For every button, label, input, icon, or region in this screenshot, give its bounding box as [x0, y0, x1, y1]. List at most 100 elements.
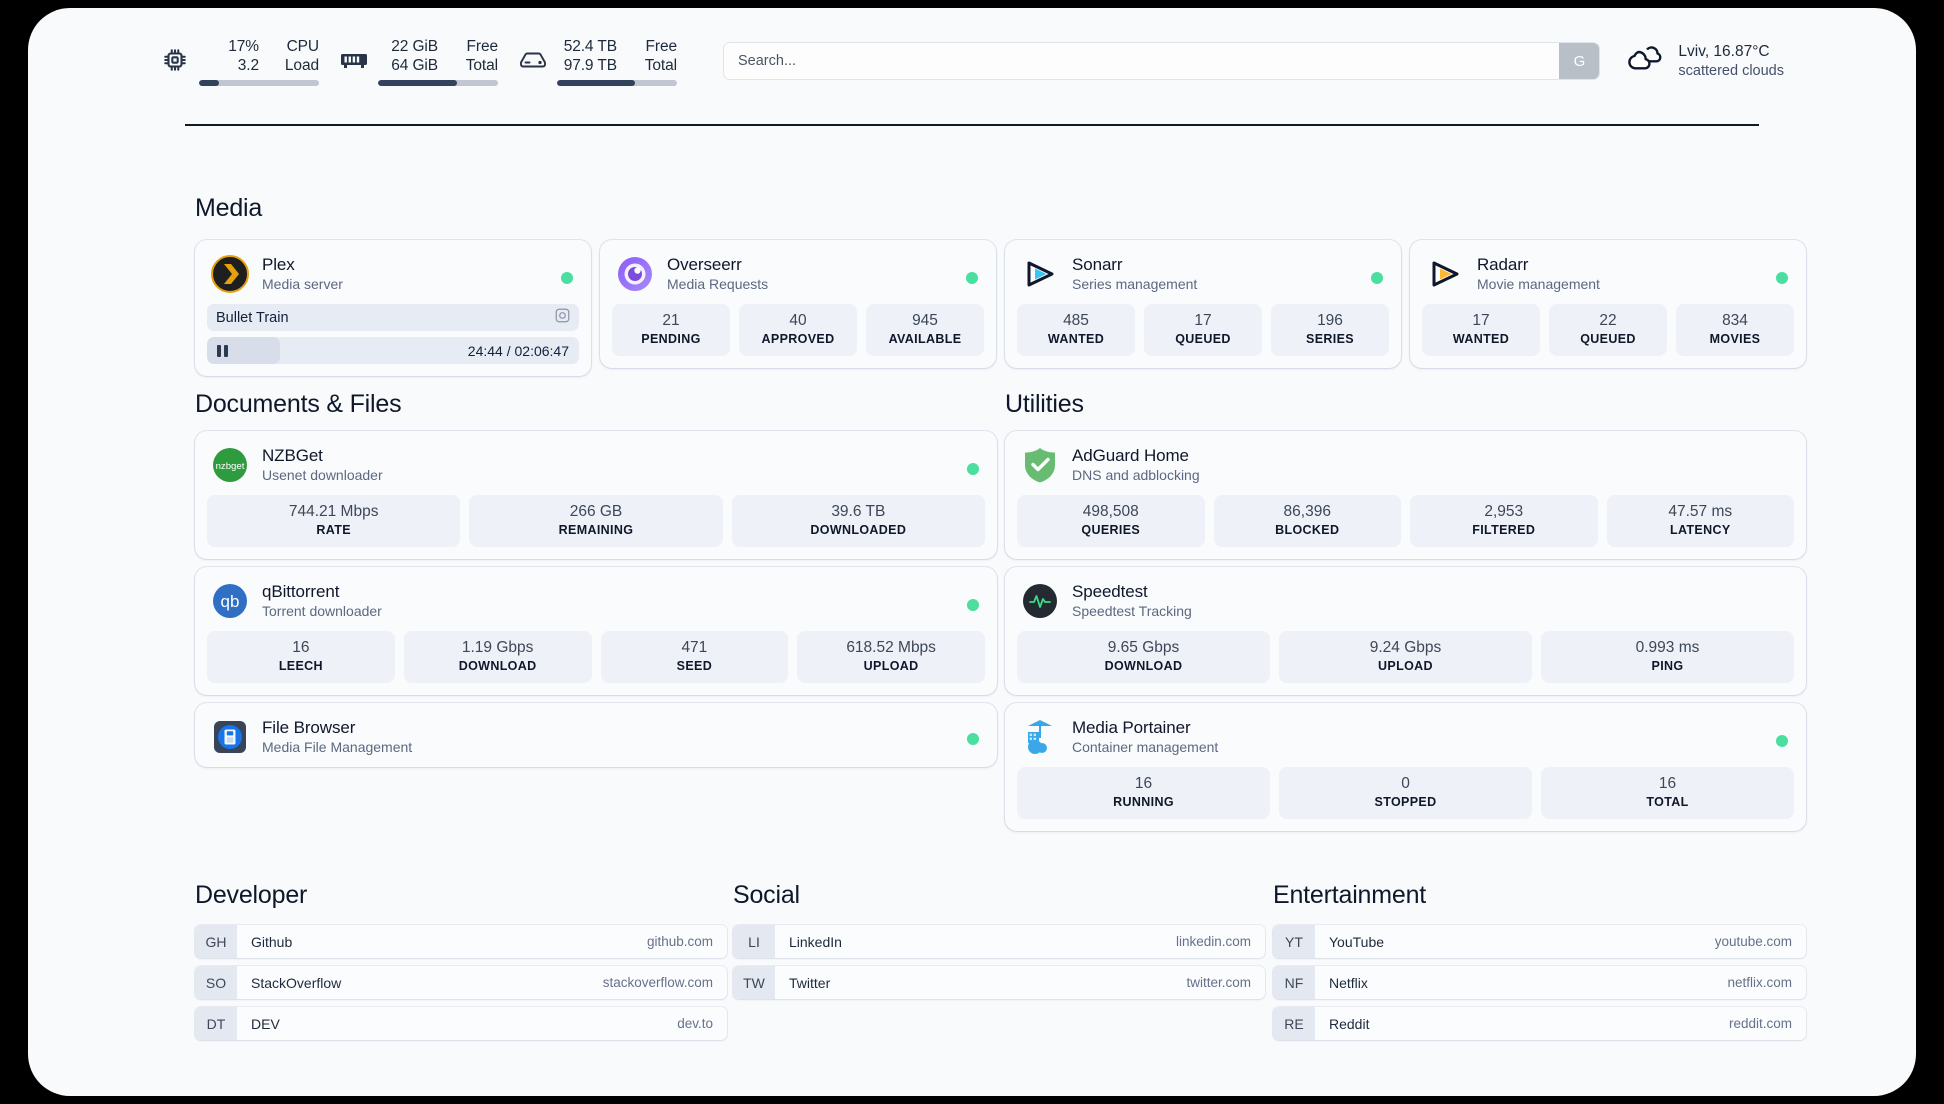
service-card-overseerr[interactable]: Overseerr Media Requests 21 PENDING 40 A…	[600, 240, 996, 368]
bookmark-item[interactable]: GH Github github.com	[195, 925, 727, 958]
stat-box: 40 APPROVED	[739, 304, 857, 356]
disk-icon	[518, 45, 548, 75]
stat-label: SEED	[676, 659, 713, 673]
stat-box: 16 TOTAL	[1541, 767, 1794, 819]
sonarr-icon	[1021, 255, 1059, 293]
stat-value: 471	[681, 639, 708, 656]
portainer-icon	[1021, 718, 1059, 756]
service-card-nzbget[interactable]: nzbget NZBGet Usenet downloader 744.21 M…	[195, 431, 997, 559]
portainer-name: Media Portainer	[1072, 718, 1191, 737]
cpu-usage-bar	[199, 79, 319, 86]
stat-box: 2,953 FILTERED	[1410, 495, 1598, 547]
bookmark-badge: NF	[1273, 966, 1315, 999]
sonarr-status-badge	[1371, 271, 1383, 284]
stat-label: WANTED	[1452, 332, 1510, 346]
search-input[interactable]	[724, 43, 1560, 79]
bookmark-url: dev.to	[677, 1016, 713, 1031]
speedtest-name: Speedtest	[1072, 582, 1148, 601]
stat-box: 471 SEED	[600, 631, 789, 683]
plex-icon	[211, 255, 249, 293]
stat-value: 618.52 Mbps	[846, 639, 936, 656]
stat-value: 498,508	[1082, 503, 1139, 520]
stat-value: 9.24 Gbps	[1369, 639, 1442, 656]
cpu-icon	[160, 45, 190, 75]
bookmark-item[interactable]: NF Netflix netflix.com	[1273, 966, 1806, 999]
stat-box: 0.993 ms PING	[1541, 631, 1794, 683]
service-card-plex[interactable]: Plex Media server Bullet Train 24:44 / 0…	[195, 240, 591, 376]
qbittorrent-icon: qb	[211, 582, 249, 620]
utilities-section: Utilities	[1005, 390, 1084, 419]
service-card-filebrowser[interactable]: File Browser Media File Management	[195, 703, 997, 767]
memory-free-value: 22 GiB	[391, 37, 438, 55]
plex-cast-icon[interactable]	[555, 308, 570, 328]
stat-box: 0 STOPPED	[1279, 767, 1532, 819]
service-card-adguard[interactable]: AdGuard Home DNS and adblocking 498,508 …	[1005, 431, 1806, 559]
stat-label: PING	[1651, 659, 1684, 673]
bookmark-url: netflix.com	[1727, 975, 1792, 990]
stat-box: 17 QUEUED	[1144, 304, 1262, 356]
search-engine-button[interactable]: G	[1559, 43, 1600, 79]
bookmark-badge: RE	[1273, 1007, 1315, 1040]
weather-location-temp: Lviv, 16.87°C	[1678, 42, 1770, 60]
service-card-sonarr[interactable]: Sonarr Series management 485 WANTED 17 Q…	[1005, 240, 1401, 368]
stat-box: 9.65 Gbps DOWNLOAD	[1017, 631, 1270, 683]
stat-label: REMAINING	[558, 523, 634, 537]
service-card-qbittorrent[interactable]: qb qBittorrent Torrent downloader 16 LEE…	[195, 567, 997, 695]
bookmark-group-title: Social	[733, 881, 800, 909]
stat-label: QUEUED	[1580, 332, 1636, 346]
stat-label: TOTAL	[1646, 795, 1689, 809]
bookmark-item[interactable]: DT DEV dev.to	[195, 1007, 727, 1040]
adguard-shield-icon	[1021, 446, 1059, 484]
plex-progress-bar[interactable]: 24:44 / 02:06:47	[207, 337, 579, 364]
plex-time-display: 24:44 / 02:06:47	[467, 342, 569, 359]
cpu-label-top: CPU	[286, 37, 320, 55]
stat-label: RUNNING	[1113, 795, 1174, 809]
stat-label: UPLOAD	[1378, 659, 1433, 673]
bookmark-badge: SO	[195, 966, 237, 999]
service-card-radarr[interactable]: Radarr Movie management 17 WANTED 22 QUE…	[1410, 240, 1806, 368]
stat-box: 22 QUEUED	[1549, 304, 1667, 356]
sonarr-desc: Series management	[1072, 276, 1198, 292]
pause-icon[interactable]	[217, 344, 228, 357]
nzbget-icon: nzbget	[211, 446, 249, 484]
service-card-portainer[interactable]: Media Portainer Container management 16 …	[1005, 703, 1806, 831]
weather-widget[interactable]: Lviv, 16.87°C scattered clouds	[1626, 41, 1784, 81]
stat-label: LEECH	[278, 659, 323, 673]
radarr-status-badge	[1776, 271, 1788, 284]
plex-now-playing-row[interactable]: Bullet Train	[207, 304, 579, 331]
service-card-speedtest[interactable]: Speedtest Speedtest Tracking 9.65 Gbps D…	[1005, 567, 1806, 695]
stat-box: 47.57 ms LATENCY	[1606, 495, 1794, 547]
system-stat-memory: 22 GiB 64 GiB Free Total	[339, 37, 498, 86]
stat-label: SERIES	[1306, 332, 1354, 346]
stat-label: FILTERED	[1472, 523, 1536, 537]
bookmark-item[interactable]: YT YouTube youtube.com	[1273, 925, 1806, 958]
system-stat-disk: 52.4 TB 97.9 TB Free Total	[518, 37, 677, 86]
search-bar[interactable]: G	[723, 42, 1601, 80]
bookmark-url: linkedin.com	[1175, 934, 1251, 949]
bookmark-item[interactable]: LI LinkedIn linkedin.com	[733, 925, 1265, 958]
filebrowser-status-badge	[967, 732, 979, 745]
stat-label: DOWNLOADED	[810, 523, 907, 537]
stat-value: 196	[1317, 312, 1343, 329]
filebrowser-name: File Browser	[262, 718, 356, 737]
bookmark-badge: DT	[195, 1007, 237, 1040]
stat-value: 21	[662, 312, 680, 329]
bookmark-item[interactable]: SO StackOverflow stackoverflow.com	[195, 966, 727, 999]
overseerr-desc: Media Requests	[667, 276, 769, 292]
stat-box: 498,508 QUERIES	[1017, 495, 1205, 547]
svg-text:nzbget: nzbget	[216, 461, 245, 472]
qbittorrent-desc: Torrent downloader	[262, 603, 382, 619]
bookmark-item[interactable]: TW Twitter twitter.com	[733, 966, 1265, 999]
disk-total-value: 97.9 TB	[563, 56, 617, 74]
bookmark-group-developer: Developer GH Github github.com SO StackO…	[195, 881, 727, 1048]
utilities-section-title: Utilities	[1005, 390, 1084, 418]
stat-label: QUERIES	[1081, 523, 1141, 537]
dashboard-header: 17% 3.2 CPU Load	[28, 8, 1916, 126]
nzbget-name: NZBGet	[262, 446, 323, 465]
stat-box: 618.52 Mbps UPLOAD	[797, 631, 985, 683]
header-divider	[185, 124, 1759, 126]
radarr-desc: Movie management	[1477, 276, 1600, 292]
bookmark-badge: TW	[733, 966, 775, 999]
bookmark-item[interactable]: RE Reddit reddit.com	[1273, 1007, 1806, 1040]
media-section: Media	[195, 194, 1813, 223]
